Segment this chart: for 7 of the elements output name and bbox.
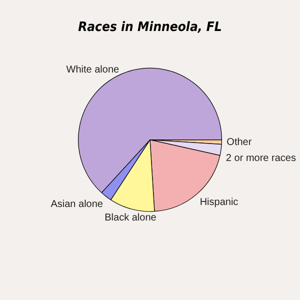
chart-title: Races in Minneola, FL [78, 18, 222, 34]
slice-label: Other [226, 136, 252, 148]
slice-label: White alone [66, 64, 120, 76]
slice-label: Black alone [104, 212, 157, 224]
slice-label: 2 or more races [226, 152, 296, 164]
slice-label: Asian alone [50, 199, 104, 210]
slice-label: Hispanic [200, 196, 238, 208]
